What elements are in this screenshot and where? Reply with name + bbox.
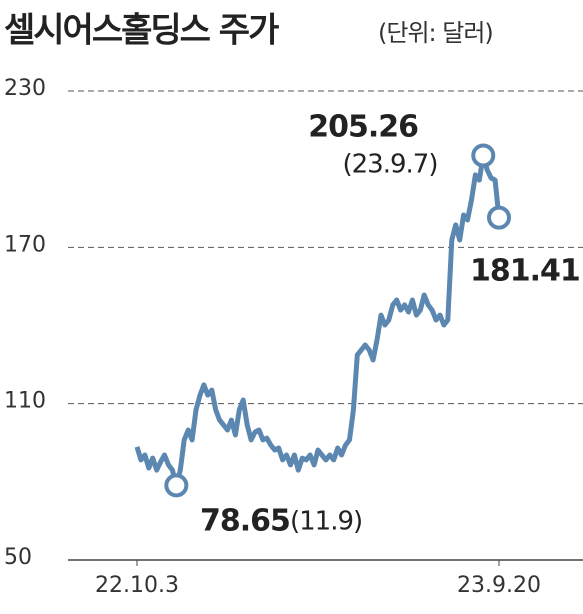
x-tick-label: 23.9.20 <box>457 573 541 598</box>
annotation-value: 205.26 <box>308 110 418 145</box>
marker <box>487 205 511 230</box>
x-tick-label: 22.10.3 <box>95 573 179 598</box>
chart-title: 셀시어스홀딩스 주가 <box>4 11 279 51</box>
y-tick-label: 110 <box>4 389 46 414</box>
y-tick-label: 170 <box>4 232 46 257</box>
price-line <box>134 153 502 488</box>
chart-subtitle: (단위: 달러) <box>378 19 493 47</box>
annotation-date: (11.9) <box>290 507 362 537</box>
annotation-value: 78.65 <box>200 504 290 539</box>
annotation-date: (23.9.7) <box>343 150 438 180</box>
y-tick-label: 50 <box>4 545 32 570</box>
marker <box>164 473 189 498</box>
marker <box>471 143 496 168</box>
annotation-value: 181.41 <box>470 254 580 289</box>
y-tick-label: 230 <box>4 76 46 101</box>
